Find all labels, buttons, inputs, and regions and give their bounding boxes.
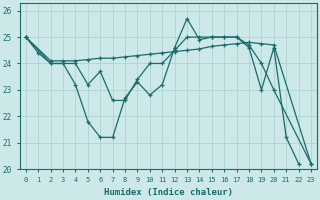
X-axis label: Humidex (Indice chaleur): Humidex (Indice chaleur) xyxy=(104,188,233,197)
